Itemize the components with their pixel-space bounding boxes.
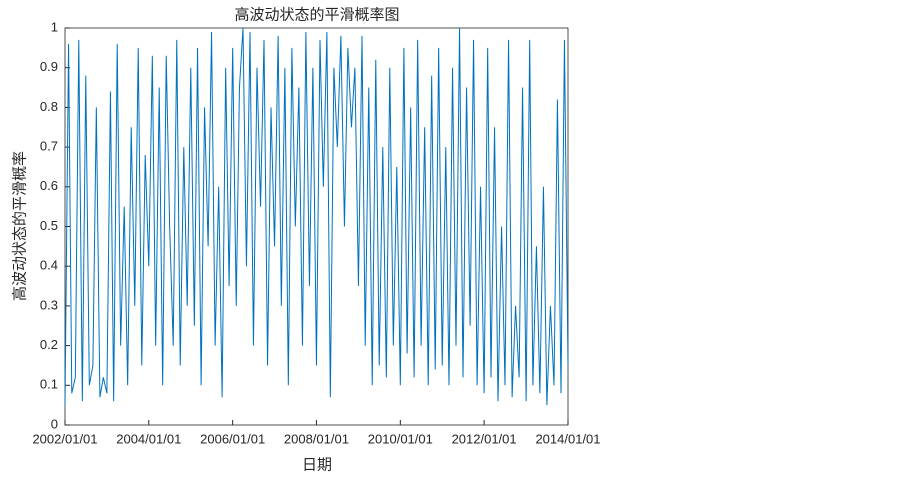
y-tick-label: 0.6	[40, 178, 58, 193]
x-tick-label: 2008/01/01	[284, 431, 349, 446]
y-tick-label: 0.9	[40, 59, 58, 74]
y-tick-label: 0.2	[40, 337, 58, 352]
y-tick-label: 0.1	[40, 377, 58, 392]
x-tick-label: 2002/01/01	[32, 431, 97, 446]
x-tick-label: 2012/01/01	[452, 431, 517, 446]
y-tick-label: 0.7	[40, 139, 58, 154]
x-tick-label: 2004/01/01	[116, 431, 181, 446]
x-axis-label: 日期	[302, 456, 332, 474]
x-tick-label: 2014/01/01	[535, 431, 600, 446]
y-tick-label: 0	[51, 416, 58, 431]
data-line	[64, 27, 569, 406]
y-tick-label: 1	[51, 19, 58, 34]
y-tick-label: 0.4	[40, 258, 58, 273]
x-tick-label: 2006/01/01	[200, 431, 265, 446]
y-axis-label: 高波动状态的平滑概率	[11, 151, 29, 301]
x-tick-label: 2010/01/01	[368, 431, 433, 446]
chart-title: 高波动状态的平滑概率图	[234, 6, 399, 24]
y-tick-label: 0.5	[40, 218, 58, 233]
y-tick-label: 0.3	[40, 297, 58, 312]
y-tick-label: 0.8	[40, 99, 58, 114]
